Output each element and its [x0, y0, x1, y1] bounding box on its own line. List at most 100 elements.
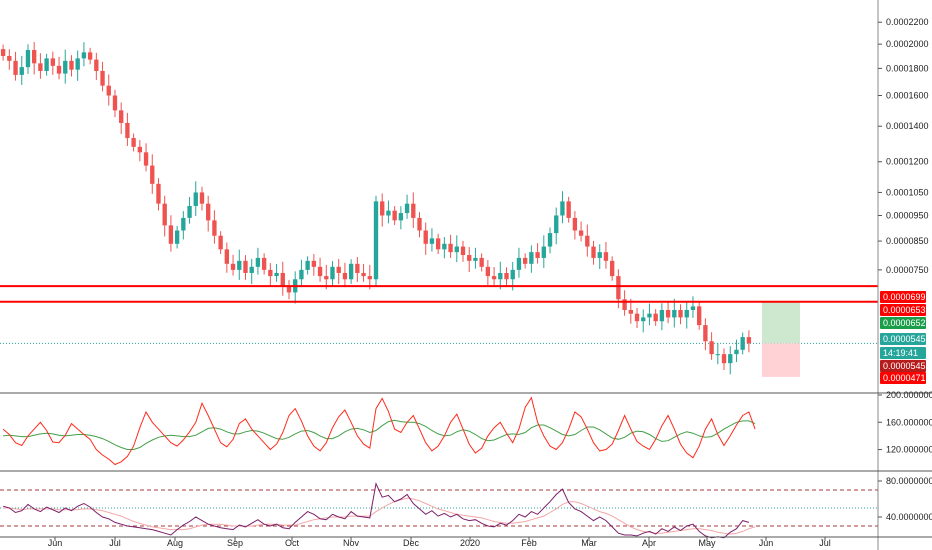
- candle-body: [187, 205, 192, 218]
- price-tick-label: 0.0000950: [886, 210, 929, 220]
- target-zone: [762, 302, 800, 344]
- candle-body: [622, 299, 627, 310]
- candle-body: [435, 238, 441, 250]
- candle-body: [659, 309, 665, 322]
- candle-body: [541, 246, 546, 258]
- time-tick-label: Mar: [581, 538, 597, 548]
- price-badge-label: 0.0000653: [883, 305, 926, 315]
- candle-body: [367, 276, 372, 280]
- candle-body: [261, 257, 267, 270]
- candle-body: [429, 238, 435, 244]
- candle-body: [206, 203, 211, 221]
- time-tick-label: Apr: [642, 538, 656, 548]
- candle-body: [0, 49, 6, 56]
- candle-body: [460, 246, 466, 256]
- candle-body: [286, 285, 292, 293]
- candle-body: [547, 233, 553, 247]
- candle-body: [56, 65, 62, 74]
- price-tick-label: 0.0002000: [886, 39, 929, 49]
- price-tick-label: 0.0001050: [886, 187, 929, 197]
- long-position-box[interactable]: [762, 302, 800, 377]
- candle-body: [131, 138, 136, 147]
- candle-body: [554, 215, 559, 234]
- candle-body: [125, 122, 130, 139]
- candle-body: [193, 192, 198, 206]
- candle-body: [411, 203, 416, 218]
- candle-body: [87, 52, 93, 60]
- candle-body: [398, 213, 404, 221]
- candle-body: [299, 269, 304, 280]
- cci-tick-label: 120.0000000: [886, 445, 932, 455]
- cci-ma-line: [3, 419, 756, 450]
- price-badge: [880, 347, 926, 359]
- candle-body: [454, 246, 459, 253]
- horizontal-lines[interactable]: [0, 285, 878, 303]
- candle-body: [38, 63, 43, 71]
- candle-body: [19, 67, 24, 75]
- candle-body: [330, 266, 335, 280]
- candle-body: [150, 165, 155, 184]
- candle-body: [317, 266, 323, 277]
- candle-body: [324, 276, 329, 280]
- candle-body: [423, 230, 428, 244]
- candle-body: [690, 306, 696, 310]
- price-tick-label: 0.0002200: [886, 17, 929, 27]
- price-candles[interactable]: [0, 42, 752, 375]
- price-badge: [880, 304, 926, 316]
- candle-body: [696, 306, 702, 326]
- candle-body: [442, 243, 447, 250]
- candle-body: [94, 59, 99, 71]
- cci-indicator[interactable]: [2, 396, 756, 466]
- candle-body: [7, 55, 12, 61]
- price-badge-label: 0.0000471: [883, 373, 926, 383]
- candle-body: [119, 110, 124, 123]
- rsi-indicator[interactable]: [0, 482, 878, 539]
- candle-body: [174, 230, 180, 244]
- candle-body: [404, 203, 410, 214]
- candle-body: [448, 243, 453, 253]
- candle-body: [168, 225, 174, 244]
- candle-body: [473, 257, 478, 261]
- rsi-tick-label: 80.0000000: [886, 476, 932, 486]
- candle-body: [678, 309, 683, 318]
- candle-body: [305, 260, 310, 270]
- candle-body: [516, 257, 522, 270]
- time-tick-label: Oct: [285, 538, 300, 548]
- candle-body: [609, 260, 615, 277]
- candle-body: [392, 210, 397, 221]
- candle-body: [634, 313, 640, 322]
- cci-tick-label: 200.0000000: [886, 390, 932, 400]
- candle-body: [591, 246, 596, 258]
- candle-body: [672, 309, 677, 318]
- price-badge: [880, 372, 926, 384]
- candle-body: [715, 354, 720, 356]
- candle-body: [342, 272, 348, 280]
- candle-body: [380, 201, 385, 216]
- candle-body: [467, 255, 472, 261]
- rsi-ma-line: [3, 497, 756, 535]
- candle-body: [32, 49, 37, 64]
- candle-body: [746, 337, 752, 344]
- price-tick-label: 0.0000750: [886, 265, 929, 275]
- price-badge-label: 14:19:41: [883, 348, 918, 358]
- candle-body: [243, 260, 248, 273]
- price-tick-label: 0.0001600: [886, 91, 929, 101]
- candle-body: [25, 49, 31, 68]
- candle-body: [665, 309, 671, 318]
- candle-body: [529, 252, 534, 264]
- price-tick-label: 0.0001800: [886, 63, 929, 73]
- candle-body: [50, 58, 56, 66]
- cci-line: [2, 396, 756, 466]
- candle-body: [498, 272, 503, 280]
- candle-body: [373, 201, 379, 280]
- cci-tick-label: 160.0000000: [886, 417, 932, 427]
- candle-body: [199, 192, 205, 204]
- candle-body: [81, 52, 87, 59]
- candle-body: [597, 252, 602, 258]
- candle-body: [740, 337, 745, 350]
- candle-body: [75, 58, 80, 70]
- candle-body: [212, 220, 217, 236]
- candle-body: [728, 354, 733, 364]
